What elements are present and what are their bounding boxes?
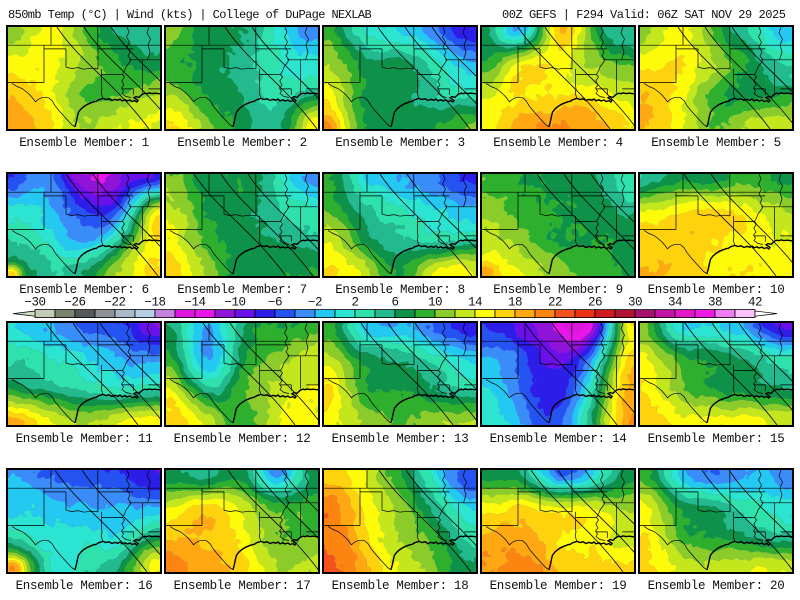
svg-text:6: 6 — [391, 296, 398, 310]
svg-text:−22: −22 — [104, 296, 125, 310]
svg-text:−6: −6 — [268, 296, 282, 310]
svg-text:10: 10 — [428, 296, 442, 310]
svg-text:26: 26 — [588, 296, 602, 310]
svg-text:−2: −2 — [308, 296, 322, 310]
svg-text:18: 18 — [508, 296, 522, 310]
svg-text:34: 34 — [668, 296, 682, 310]
svg-text:42: 42 — [748, 296, 762, 310]
svg-text:−30: −30 — [24, 296, 45, 310]
svg-text:2: 2 — [351, 296, 358, 310]
svg-text:14: 14 — [468, 296, 482, 310]
svg-text:−10: −10 — [224, 296, 245, 310]
svg-text:−26: −26 — [64, 296, 85, 310]
svg-text:30: 30 — [628, 296, 642, 310]
svg-text:38: 38 — [708, 296, 722, 310]
svg-text:22: 22 — [548, 296, 562, 310]
svg-text:−18: −18 — [144, 296, 165, 310]
svg-text:−14: −14 — [184, 296, 205, 310]
